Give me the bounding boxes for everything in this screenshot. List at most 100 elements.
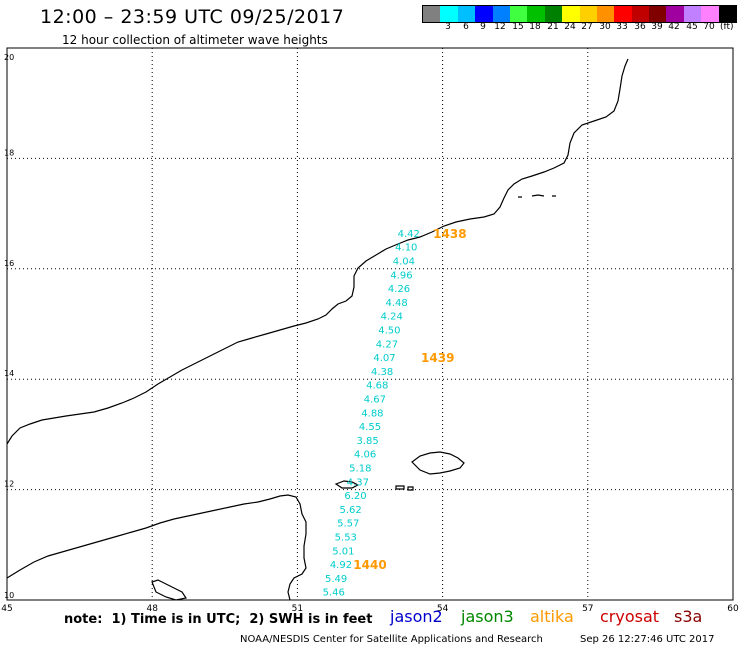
scale-swatch xyxy=(666,6,684,22)
wave-height-label: 5.49 xyxy=(325,574,347,585)
scale-label: 9 xyxy=(480,22,486,32)
wave-height-label: 4.10 xyxy=(395,243,417,254)
scale-labels: 3 6 9 12 15 18 21 24 27 30 33 36 39 42 4… xyxy=(422,22,734,34)
wave-height-label: 4.50 xyxy=(378,326,400,337)
scale-swatch xyxy=(509,6,528,22)
scale-label: 3 xyxy=(445,22,451,32)
island-samhah xyxy=(395,485,405,490)
pass-time-label: 1440 xyxy=(353,558,386,572)
lat-tick-label: 14 xyxy=(4,369,14,378)
satellite-jason3: jason3 xyxy=(461,607,514,626)
scale-label: 15 xyxy=(512,22,524,32)
wave-height-label: 4.27 xyxy=(376,339,398,350)
scale-label: 12 xyxy=(494,22,506,32)
scale-label: 6 xyxy=(463,22,469,32)
wave-height-label: 4.07 xyxy=(373,353,395,364)
wave-height-label: 4.26 xyxy=(388,284,410,295)
wave-height-label: 4.37 xyxy=(347,477,369,488)
chart-subtitle: 12 hour collection of altimeter wave hei… xyxy=(62,33,328,47)
scale-swatch xyxy=(475,6,493,22)
lon-tick-label: 57 xyxy=(582,604,593,614)
island-abd-al-kuri xyxy=(334,480,360,489)
lon-tick-label: 60 xyxy=(727,604,739,614)
footer-note: note: 1) Time is in UTC; 2) SWH is in fe… xyxy=(64,612,373,627)
scale-swatch xyxy=(527,6,545,22)
map-frame xyxy=(6,47,734,601)
wave-height-label: 4.06 xyxy=(354,450,376,461)
scale-swatch xyxy=(718,6,737,22)
lon-tick-label: 51 xyxy=(292,604,303,614)
satellite-s3a: s3a xyxy=(674,607,703,626)
satellite-cryosat: cryosat xyxy=(600,607,660,626)
wave-height-label: 4.24 xyxy=(381,312,403,323)
scale-label: 30 xyxy=(599,22,611,32)
wave-height-label: 5.57 xyxy=(337,519,359,530)
gridlines xyxy=(7,48,733,600)
island-darsah xyxy=(407,486,414,491)
lat-tick-label: 12 xyxy=(4,480,14,489)
scale-swatch xyxy=(457,6,476,22)
scale-label: 42 xyxy=(668,22,680,32)
wave-height-label: 4.04 xyxy=(393,257,415,268)
wave-height-label: 4.68 xyxy=(366,381,388,392)
scale-swatch xyxy=(683,6,702,22)
wave-height-label: 6.20 xyxy=(344,491,366,502)
wave-height-labels: 4.42 4.10 4.04 4.96 4.26 4.48 4.24 4.50 4.27 4.07… xyxy=(323,229,420,599)
lat-tick-label: 16 xyxy=(4,259,14,268)
scale-swatch xyxy=(631,6,650,22)
scale-label: 21 xyxy=(547,22,559,32)
scale-swatch xyxy=(649,6,667,22)
scale-swatch xyxy=(544,6,563,22)
scale-swatch xyxy=(701,6,719,22)
generated-timestamp: Sep 26 12:27:46 UTC 2017 xyxy=(580,634,715,645)
scale-swatch xyxy=(579,6,597,22)
scale-swatch xyxy=(440,6,458,22)
scale-swatch xyxy=(614,6,632,22)
wave-height-label: 4.38 xyxy=(371,367,393,378)
wave-height-label: 4.92 xyxy=(330,560,352,571)
scale-label: 36 xyxy=(634,22,646,32)
wave-height-label: 5.62 xyxy=(340,505,362,516)
lon-tick-label: 48 xyxy=(146,604,158,614)
wave-height-label: 4.55 xyxy=(359,422,381,433)
scale-label: 33 xyxy=(616,22,628,32)
lat-tick-label: 10 xyxy=(4,591,14,600)
scale-unit: (ft) xyxy=(720,22,734,32)
scale-swatch xyxy=(596,6,615,22)
lon-tick-label: 54 xyxy=(437,604,449,614)
scale-label: 70 xyxy=(703,22,715,32)
scale-label: 45 xyxy=(686,22,698,32)
wave-height-label: 4.42 xyxy=(398,229,420,240)
scale-swatch xyxy=(492,6,510,22)
scale-swatch xyxy=(562,6,580,22)
wave-height-label: 4.96 xyxy=(390,270,412,281)
lat-tick-label: 20 xyxy=(4,53,14,62)
wave-height-label: 5.01 xyxy=(332,546,354,557)
scale-label: 18 xyxy=(529,22,541,32)
scale-label: 24 xyxy=(564,22,576,32)
color-scale-bar xyxy=(422,5,738,23)
lat-tick-label: 18 xyxy=(4,148,14,157)
credit-line: NOAA/NESDIS Center for Satellite Applica… xyxy=(240,634,543,645)
wave-height-label: 3.85 xyxy=(356,436,378,447)
wave-height-label: 4.67 xyxy=(364,395,386,406)
pass-time-labels: 1438 1439 1440 xyxy=(353,227,466,572)
satellite-altika: altika xyxy=(530,607,574,626)
scale-label: 39 xyxy=(651,22,663,32)
island-socotra xyxy=(411,451,465,475)
wave-height-label: 5.46 xyxy=(323,588,345,599)
wave-height-label: 5.53 xyxy=(335,533,357,544)
islands-kuria-muria xyxy=(518,194,556,198)
scale-label: 27 xyxy=(581,22,593,32)
coastline-arabia xyxy=(6,58,629,445)
satellite-jason2: jason2 xyxy=(390,607,443,626)
wave-height-label: 4.88 xyxy=(361,408,383,419)
pass-time-label: 1439 xyxy=(421,351,454,365)
coastline-somalia xyxy=(6,494,307,601)
tick-labels: 45 48 51 54 57 60 10 12 14 16 18 20 xyxy=(1,53,739,614)
wave-height-label: 5.18 xyxy=(349,464,371,475)
coast-fragment-somalia xyxy=(151,579,187,601)
scale-swatch xyxy=(423,6,441,22)
chart-title: 12:00 – 23:59 UTC 09/25/2017 xyxy=(40,6,345,28)
